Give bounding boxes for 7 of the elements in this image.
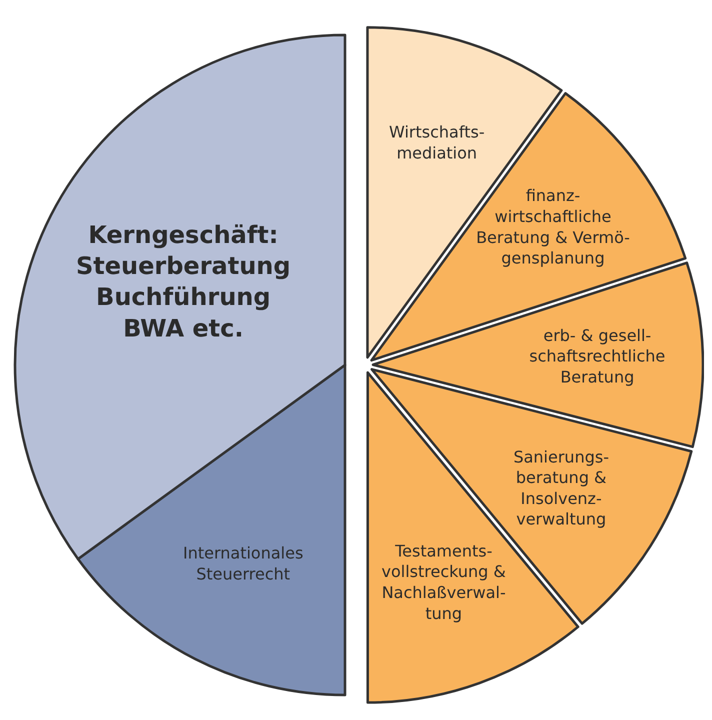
slice-label: Kerngeschäft: Steuerberatung Buchführung BWA etc.	[76, 220, 291, 342]
slice-label: erb- & gesell- schaftsrechtliche Beratung	[529, 326, 666, 387]
slice-label: Wirtschafts- mediation	[389, 122, 485, 163]
slice-label: Internationales Steuerrecht	[182, 544, 304, 584]
slice-label: Sanierungs- beratung & Insolvenz- verwaltung	[513, 448, 609, 530]
slice-label: finanz- wirtschaftliche Beratung & Vermö- gensplanung	[476, 186, 630, 268]
slice-label: Testaments- vollstreckung & Nachlaßverwal- tung	[382, 542, 506, 624]
